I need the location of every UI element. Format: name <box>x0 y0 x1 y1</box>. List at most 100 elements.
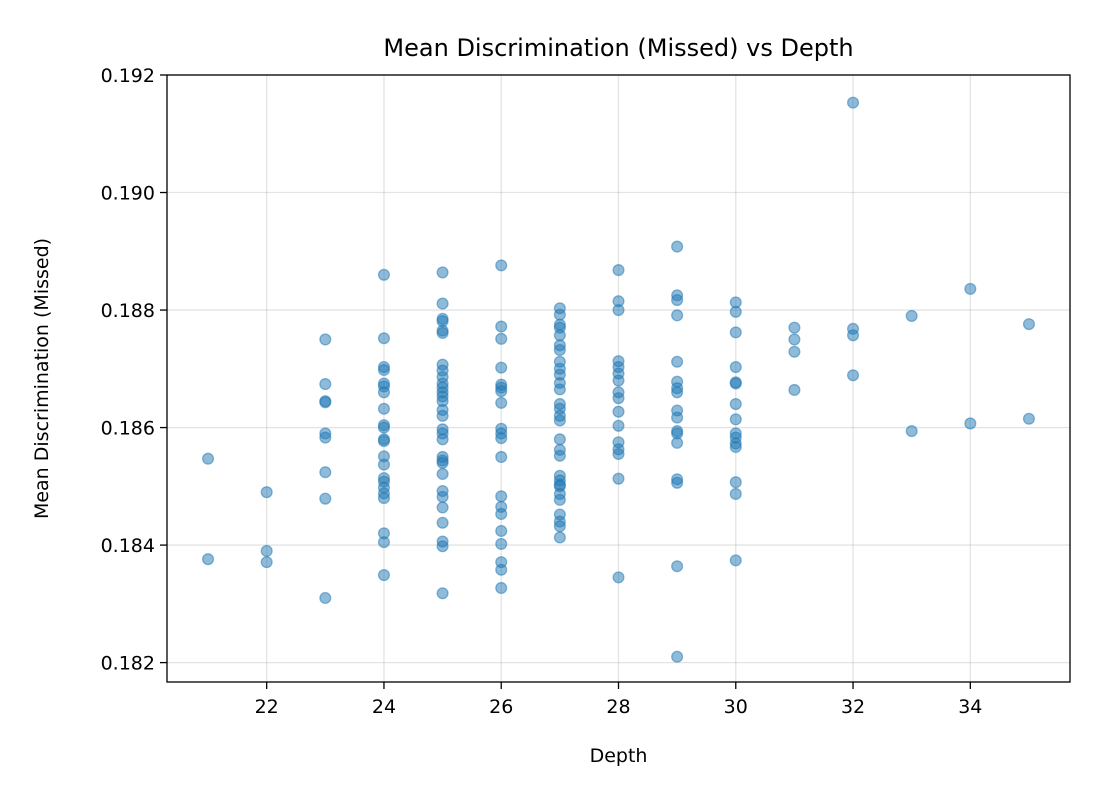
data-point <box>436 266 449 279</box>
data-point <box>436 326 449 340</box>
x-tick-label: 28 <box>606 696 630 718</box>
data-point <box>612 447 625 461</box>
data-point <box>377 458 391 471</box>
data-point <box>612 419 625 432</box>
data-point <box>495 361 508 374</box>
data-point <box>377 421 391 434</box>
data-point <box>612 303 625 317</box>
data-point <box>377 569 391 582</box>
data-point <box>319 492 332 505</box>
data-point <box>553 520 566 533</box>
data-point <box>260 544 273 558</box>
x-tick-label: 22 <box>255 696 279 718</box>
x-tick-label: 24 <box>372 696 396 718</box>
x-tick-label: 30 <box>724 696 748 718</box>
data-point <box>495 537 508 550</box>
data-point <box>495 507 508 520</box>
data-point <box>377 386 391 399</box>
x-tick-label: 26 <box>489 696 513 718</box>
data-point <box>436 433 449 446</box>
data-point <box>729 476 742 489</box>
x-tick-label: 34 <box>958 696 982 718</box>
chart-title: Mean Discrimination (Missed) vs Depth <box>383 34 853 62</box>
data-point <box>729 305 742 318</box>
data-point <box>846 329 860 342</box>
data-point <box>553 343 566 357</box>
data-point <box>495 396 508 409</box>
y-tick-label: 0.190 <box>101 183 155 205</box>
y-tick-label: 0.184 <box>101 535 155 557</box>
data-point <box>729 377 742 390</box>
data-point <box>201 553 215 566</box>
data-point <box>729 554 742 567</box>
data-point <box>846 369 860 382</box>
data-point <box>729 360 742 374</box>
data-point <box>671 240 684 253</box>
data-point <box>495 490 508 503</box>
y-tick-label: 0.186 <box>101 418 155 440</box>
data-point <box>964 417 977 430</box>
data-point <box>905 309 918 322</box>
x-tick-label: 32 <box>841 696 865 718</box>
data-point <box>553 493 566 506</box>
y-tick-label: 0.192 <box>101 65 155 87</box>
data-point <box>729 487 742 501</box>
data-point <box>377 268 391 281</box>
data-point <box>436 490 449 503</box>
data-point <box>671 309 684 322</box>
data-point <box>671 386 684 399</box>
data-point <box>553 531 566 544</box>
data-point <box>495 432 508 445</box>
data-point <box>671 476 684 489</box>
data-point <box>495 259 508 272</box>
data-point <box>729 398 742 411</box>
data-point <box>846 96 860 109</box>
data-point <box>612 264 625 277</box>
data-point <box>319 333 332 346</box>
data-point <box>495 332 508 345</box>
data-point <box>964 282 977 295</box>
data-point <box>612 392 625 405</box>
data-point <box>495 320 508 333</box>
data-point <box>319 431 332 444</box>
data-point <box>436 409 449 422</box>
x-axis-title: Depth <box>590 745 648 767</box>
data-point <box>671 294 684 307</box>
data-point <box>495 563 508 576</box>
data-point <box>788 333 801 346</box>
data-point <box>729 413 742 426</box>
data-point <box>612 571 625 584</box>
data-point <box>788 383 801 397</box>
data-point <box>436 516 449 529</box>
y-tick-label: 0.182 <box>101 653 155 675</box>
data-point <box>377 363 391 377</box>
data-point <box>788 345 801 358</box>
data-point <box>436 501 449 514</box>
data-point <box>495 524 508 538</box>
data-point <box>553 329 566 342</box>
data-point <box>612 472 625 485</box>
data-point <box>612 405 625 418</box>
data-point <box>377 332 391 345</box>
data-point <box>612 374 625 387</box>
data-point <box>671 650 684 663</box>
data-point <box>1022 412 1036 425</box>
data-point <box>377 402 391 415</box>
y-tick-label: 0.188 <box>101 300 155 322</box>
data-point <box>553 308 566 321</box>
data-point <box>495 450 508 463</box>
y-axis-title: Mean Discrimination (Missed) <box>31 238 53 519</box>
data-point <box>671 411 684 424</box>
data-point <box>495 581 508 595</box>
data-point <box>260 486 273 499</box>
data-point <box>729 440 742 454</box>
data-point <box>729 326 742 339</box>
data-point <box>553 433 566 446</box>
data-point <box>260 556 273 569</box>
axis-ticks: 22 24 26 28 30 32 34 0.182 0.184 0.186 0.188 0.190 0… <box>101 65 983 718</box>
data-point <box>1022 318 1036 331</box>
data-point <box>319 466 332 479</box>
data-point <box>436 587 449 600</box>
data-point <box>377 492 391 505</box>
